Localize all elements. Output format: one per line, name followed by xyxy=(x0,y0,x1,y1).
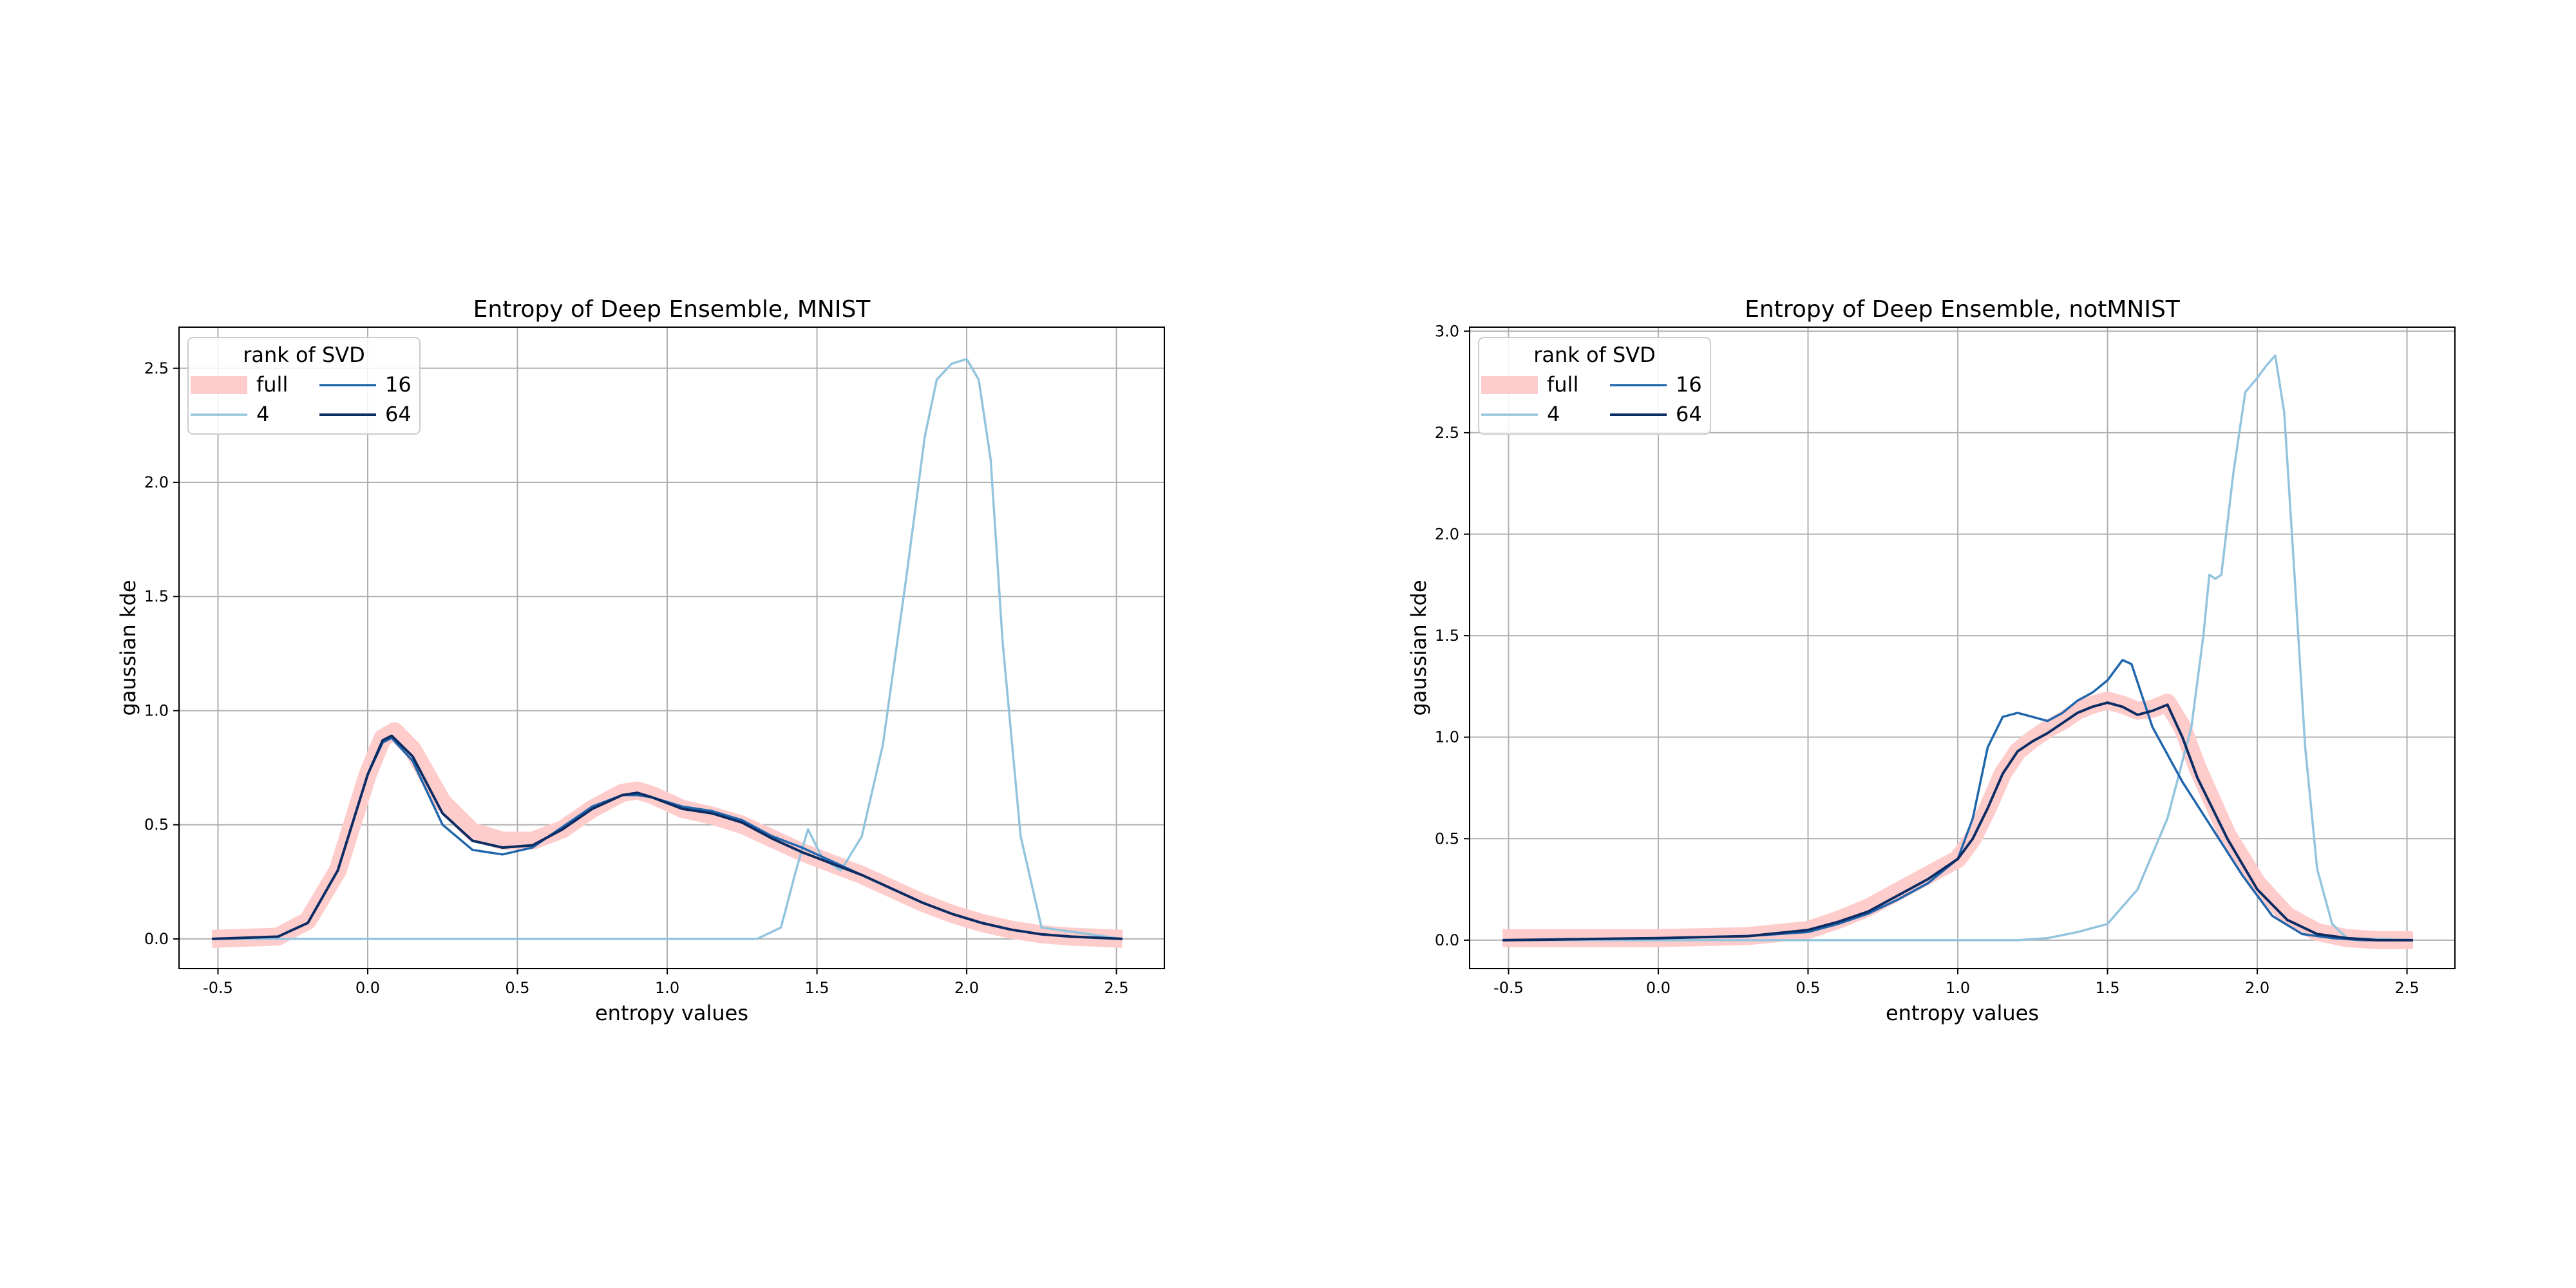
x-tick-label: 2.5 xyxy=(2395,979,2420,997)
y-tick-label: 0.5 xyxy=(144,816,169,834)
x-tick-label: 1.5 xyxy=(804,979,829,997)
y-tick-label: 0.0 xyxy=(144,930,169,948)
legend: rank of SVD full 16 4 64 xyxy=(1478,337,1711,435)
series-line-64 xyxy=(1502,701,2413,942)
y-tick-label: 3.0 xyxy=(1435,322,1459,340)
grid-lines xyxy=(179,327,1164,969)
legend-title: rank of SVD xyxy=(243,343,365,367)
legend-label-full: full xyxy=(1547,372,1578,397)
y-tick-label: 1.0 xyxy=(1435,728,1459,746)
y-tick-label: 2.0 xyxy=(144,473,169,491)
legend-box xyxy=(187,337,421,435)
y-axis-label: gaussian kde xyxy=(116,580,140,715)
y-tick-label: 2.5 xyxy=(144,359,169,377)
y-tick-label: 0.5 xyxy=(1435,829,1459,848)
series-line-4 xyxy=(212,357,1123,940)
x-tick-label: 2.0 xyxy=(2245,979,2269,997)
series-line-full xyxy=(1502,691,2413,949)
legend-label-64: 64 xyxy=(385,402,412,426)
x-tick-label: 0.0 xyxy=(1646,979,1671,997)
series-group xyxy=(211,357,1123,948)
legend-label-16: 16 xyxy=(385,372,412,397)
chart-notmnist: -0.5 0.0 0.5 1.0 1.5 2.0 2.5 0.0 0.5 1.0 1.5 2.0 2.5… xyxy=(1406,296,2456,1025)
plot-frame xyxy=(1469,327,2456,969)
x-tick-label: 1.0 xyxy=(655,979,679,997)
x-axis-label: entropy values xyxy=(1886,1001,2039,1025)
series-line-64 xyxy=(212,734,1122,940)
plot-frame xyxy=(178,327,1165,969)
x-tick-label: 2.0 xyxy=(954,979,979,997)
chart-title: Entropy of Deep Ensemble, MNIST xyxy=(473,296,871,323)
x-tick-label: 1.5 xyxy=(2095,979,2119,997)
y-tick-label: 1.0 xyxy=(144,701,169,719)
legend-label-16: 16 xyxy=(1676,372,1702,397)
y-tick-label: 1.5 xyxy=(144,587,169,605)
y-tick-label: 0.0 xyxy=(1435,931,1459,949)
x-tick-label: 1.0 xyxy=(1946,979,1970,997)
legend-label-64: 64 xyxy=(1676,402,1702,426)
legend-label-4: 4 xyxy=(256,402,269,426)
x-axis-label: entropy values xyxy=(595,1001,748,1025)
x-tick-label: 0.0 xyxy=(355,979,380,997)
legend-title: rank of SVD xyxy=(1533,343,1656,367)
y-tick-label: 2.0 xyxy=(1435,525,1459,543)
chart-mnist: -0.5 0.0 0.5 1.0 1.5 2.0 2.5 0.0 0.5 1.0 1.5 2.0 2.5… xyxy=(116,296,1165,1025)
series-group xyxy=(1502,354,2413,949)
x-tick-label: 0.5 xyxy=(1795,979,1820,997)
x-tick-label: 0.5 xyxy=(505,979,529,997)
legend-box xyxy=(1478,337,1711,435)
series-line-4 xyxy=(1502,354,2413,942)
legend-label-full: full xyxy=(256,372,288,397)
legend-label-4: 4 xyxy=(1547,402,1560,426)
x-tick-label: -0.5 xyxy=(203,979,233,997)
series-line-16 xyxy=(1502,659,2413,942)
y-tick-label: 2.5 xyxy=(1435,424,1459,442)
y-axis-label: gaussian kde xyxy=(1406,580,1431,715)
y-tick-label: 1.5 xyxy=(1435,627,1459,645)
x-tick-label: 2.5 xyxy=(1104,979,1129,997)
chart-title: Entropy of Deep Ensemble, notMNIST xyxy=(1745,296,2181,323)
x-tick-label: -0.5 xyxy=(1493,979,1524,997)
legend: rank of SVD full 16 4 64 xyxy=(187,337,421,435)
